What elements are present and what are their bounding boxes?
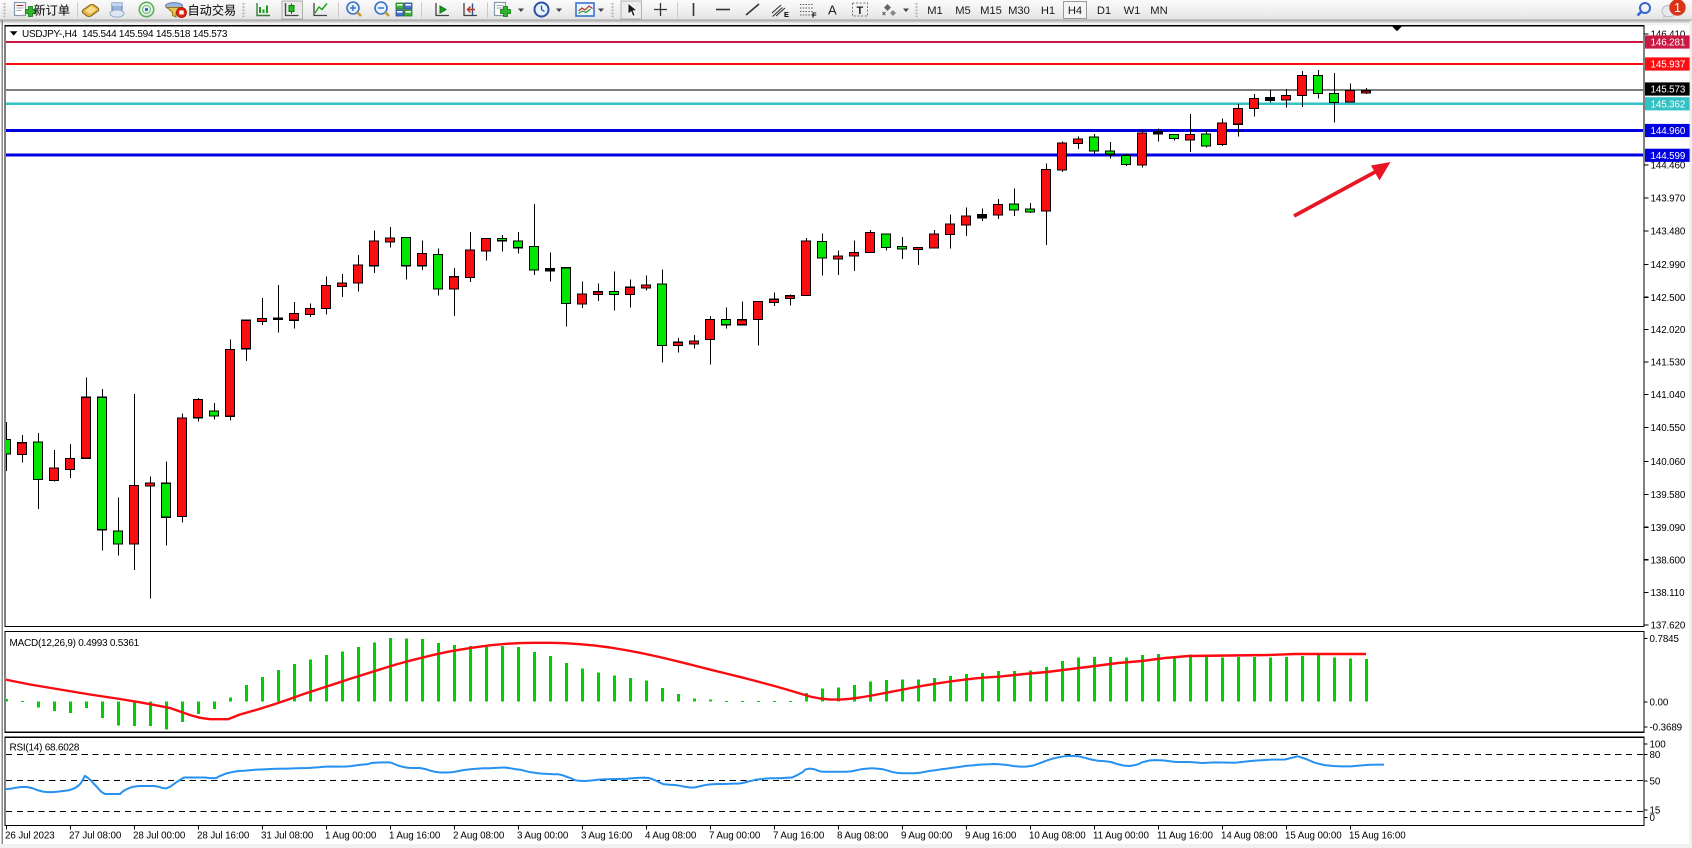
svg-text:A: A [828, 3, 837, 18]
svg-text:3 Aug 00:00: 3 Aug 00:00 [517, 831, 569, 842]
svg-text:4 Aug 08:00: 4 Aug 08:00 [645, 831, 697, 842]
svg-text:140.550: 140.550 [1651, 423, 1686, 434]
svg-text:D1: D1 [1097, 5, 1111, 17]
svg-text:1 Aug 16:00: 1 Aug 16:00 [389, 831, 441, 842]
svg-text:1: 1 [1674, 1, 1681, 15]
svg-text:145.573: 145.573 [1651, 85, 1686, 96]
svg-text:7 Aug 16:00: 7 Aug 16:00 [773, 831, 825, 842]
svg-text:RSI(14) 68.6028: RSI(14) 68.6028 [10, 743, 80, 754]
svg-text:142.020: 142.020 [1651, 325, 1686, 336]
svg-text:28 Jul 00:00: 28 Jul 00:00 [133, 831, 186, 842]
svg-text:138.600: 138.600 [1651, 555, 1686, 566]
svg-text:139.090: 139.090 [1651, 523, 1686, 534]
svg-text:15: 15 [1650, 806, 1661, 817]
svg-text:100: 100 [1650, 740, 1667, 751]
svg-text:15 Aug 00:00: 15 Aug 00:00 [1285, 831, 1342, 842]
svg-text:10 Aug 08:00: 10 Aug 08:00 [1029, 831, 1086, 842]
svg-text:3 Aug 16:00: 3 Aug 16:00 [581, 831, 633, 842]
svg-text:USDJPY-,H4 145.544 145.594 14: USDJPY-,H4 145.544 145.594 145.518 145.5… [22, 29, 228, 40]
svg-text:11 Aug 00:00: 11 Aug 00:00 [1093, 831, 1149, 842]
svg-text:138.110: 138.110 [1651, 588, 1686, 599]
svg-text:9 Aug 16:00: 9 Aug 16:00 [965, 831, 1017, 842]
svg-text:50: 50 [1650, 777, 1661, 788]
svg-text:M30: M30 [1008, 5, 1030, 17]
svg-text:140.060: 140.060 [1651, 457, 1686, 468]
svg-text:143.970: 143.970 [1651, 194, 1686, 205]
svg-text:0: 0 [1650, 813, 1656, 824]
svg-text:0.00: 0.00 [1650, 698, 1669, 709]
svg-text:8 Aug 08:00: 8 Aug 08:00 [837, 831, 889, 842]
svg-text:15 Aug 16:00: 15 Aug 16:00 [1349, 831, 1406, 842]
svg-text:14 Aug 08:00: 14 Aug 08:00 [1221, 831, 1278, 842]
svg-text:H1: H1 [1041, 5, 1055, 17]
svg-text:143.480: 143.480 [1651, 227, 1686, 238]
svg-text:146.410: 146.410 [1651, 30, 1686, 41]
svg-text:-0.3689: -0.3689 [1650, 723, 1683, 734]
svg-text:137.620: 137.620 [1651, 621, 1686, 632]
svg-text:T: T [857, 5, 864, 17]
svg-text:W1: W1 [1124, 5, 1141, 17]
svg-text:28 Jul 16:00: 28 Jul 16:00 [197, 831, 250, 842]
svg-text:M5: M5 [955, 5, 971, 17]
svg-text:MACD(12,26,9) 0.4993 0.5361: MACD(12,26,9) 0.4993 0.5361 [10, 638, 140, 649]
svg-text:145.937: 145.937 [1651, 60, 1686, 71]
svg-text:H4: H4 [1068, 5, 1082, 17]
svg-text:141.530: 141.530 [1651, 358, 1686, 369]
svg-text:145.362: 145.362 [1651, 99, 1686, 110]
svg-text:26 Jul 2023: 26 Jul 2023 [5, 831, 55, 842]
svg-text:144.960: 144.960 [1651, 126, 1686, 137]
svg-text:27 Jul 08:00: 27 Jul 08:00 [69, 831, 122, 842]
svg-text:新订单: 新订单 [34, 3, 71, 18]
svg-text:142.990: 142.990 [1651, 260, 1686, 271]
svg-text:146.281: 146.281 [1651, 38, 1686, 49]
svg-text:139.580: 139.580 [1651, 490, 1686, 501]
svg-text:144.599: 144.599 [1651, 151, 1686, 162]
svg-text:9 Aug 00:00: 9 Aug 00:00 [901, 831, 953, 842]
svg-text:11 Aug 16:00: 11 Aug 16:00 [1157, 831, 1213, 842]
svg-text:141.040: 141.040 [1651, 390, 1686, 401]
svg-text:自动交易: 自动交易 [188, 3, 237, 18]
svg-text:0.7845: 0.7845 [1650, 634, 1680, 645]
svg-text:31 Jul 08:00: 31 Jul 08:00 [261, 831, 314, 842]
svg-text:142.500: 142.500 [1651, 293, 1686, 304]
svg-text:7 Aug 00:00: 7 Aug 00:00 [709, 831, 761, 842]
svg-text:1 Aug 00:00: 1 Aug 00:00 [325, 831, 377, 842]
svg-text:M1: M1 [927, 5, 943, 17]
svg-text:M15: M15 [980, 5, 1002, 17]
svg-text:MN: MN [1150, 5, 1167, 17]
svg-text:80: 80 [1650, 750, 1661, 761]
svg-text:F: F [812, 11, 817, 20]
svg-text:E: E [784, 10, 789, 19]
svg-text:144.460: 144.460 [1651, 161, 1686, 172]
svg-text:2 Aug 08:00: 2 Aug 08:00 [453, 831, 505, 842]
